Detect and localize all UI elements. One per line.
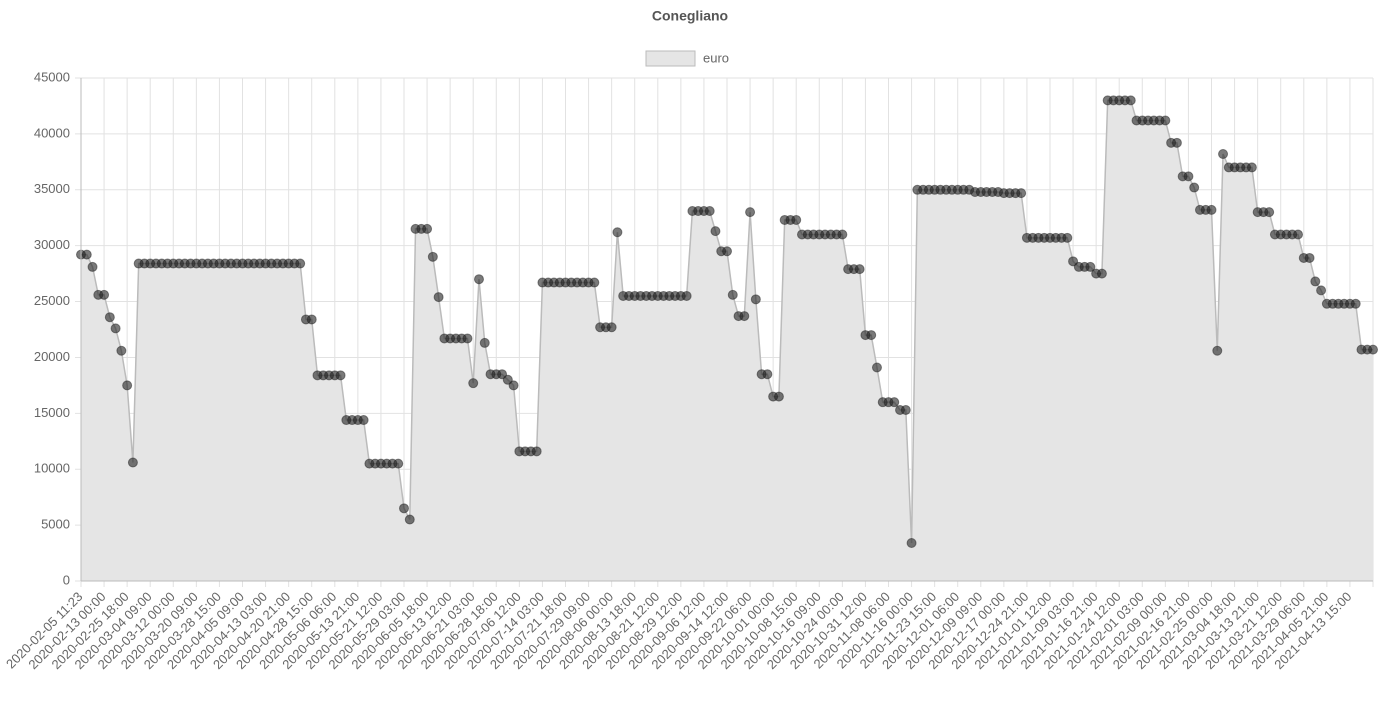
point: [589, 277, 600, 288]
point: [710, 226, 721, 237]
point: [116, 345, 127, 356]
axes: 0 5000 10000 15000 20000 25000 30000 35000 40000…: [3, 50, 1373, 672]
point: [889, 397, 900, 408]
point: [1368, 344, 1378, 355]
point: [1189, 182, 1200, 193]
y-tick-label: 5000: [41, 517, 70, 532]
area: [81, 100, 1373, 581]
point: [871, 362, 882, 373]
point: [1016, 188, 1027, 199]
point: [358, 415, 369, 426]
point: [1293, 229, 1304, 240]
point: [606, 322, 617, 333]
point: [306, 314, 317, 325]
point: [427, 251, 438, 262]
point: [612, 227, 623, 238]
point: [468, 378, 479, 389]
point: [681, 290, 692, 301]
point: [335, 370, 346, 381]
point: [127, 457, 138, 468]
point: [739, 311, 750, 322]
point: [81, 249, 92, 260]
point: [295, 258, 306, 269]
point: [854, 264, 865, 275]
legend-swatch: [645, 50, 696, 67]
point: [1264, 207, 1275, 218]
y-tick-label: 0: [63, 572, 70, 587]
point: [1316, 285, 1327, 296]
point: [722, 246, 732, 257]
point: [1350, 298, 1361, 309]
point: [422, 223, 433, 234]
y-tick-label: 30000: [34, 237, 70, 252]
y-tick-label: 20000: [34, 349, 70, 364]
point: [1062, 232, 1073, 243]
chart-title: Conegliano: [652, 8, 728, 24]
y-tick-label: 25000: [34, 293, 70, 308]
plot-area: [76, 95, 1378, 581]
point: [745, 207, 756, 218]
point: [404, 514, 415, 525]
point: [773, 391, 784, 402]
point: [1218, 149, 1229, 160]
point: [1096, 268, 1107, 279]
point: [1212, 345, 1223, 356]
point: [473, 274, 484, 285]
point: [1246, 162, 1257, 173]
point: [122, 380, 133, 391]
point: [1310, 276, 1321, 287]
point: [399, 503, 409, 514]
point: [762, 369, 773, 380]
point: [900, 404, 911, 415]
point: [1125, 95, 1136, 106]
point: [87, 261, 98, 272]
point: [837, 229, 848, 240]
point: [508, 380, 519, 391]
point: [99, 289, 110, 300]
y-tick-label: 10000: [34, 461, 70, 476]
point: [1304, 252, 1315, 263]
point: [433, 292, 444, 303]
point: [1206, 204, 1217, 215]
point: [750, 294, 761, 305]
point: [479, 337, 490, 348]
point: [727, 289, 738, 300]
point: [531, 446, 542, 457]
y-tick-label: 45000: [34, 69, 70, 84]
point: [866, 330, 877, 341]
point: [110, 323, 121, 334]
point: [1160, 115, 1171, 126]
point: [1183, 171, 1194, 182]
y-tick-label: 35000: [34, 181, 70, 196]
point: [104, 312, 115, 323]
point: [393, 458, 404, 469]
y-tick-label: 40000: [34, 125, 70, 140]
point: [462, 333, 473, 344]
point: [1085, 261, 1096, 272]
point: [906, 537, 917, 548]
point: [791, 214, 802, 225]
point: [1171, 137, 1182, 148]
legend-label: euro: [703, 50, 729, 65]
y-tick-label: 15000: [34, 405, 70, 420]
point: [704, 206, 715, 217]
